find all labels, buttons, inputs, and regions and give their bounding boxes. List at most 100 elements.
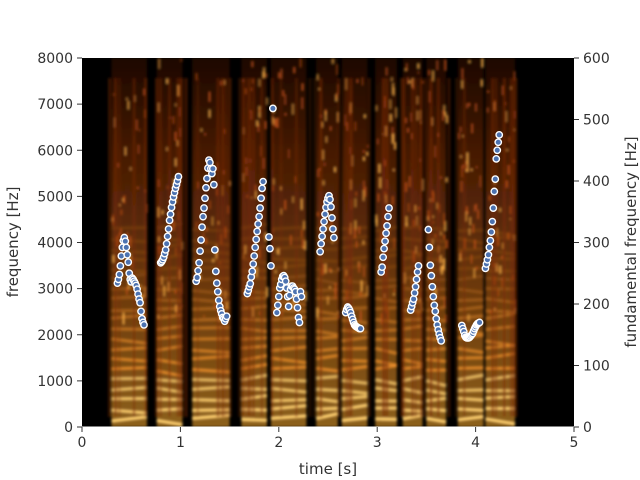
f0-point <box>318 232 326 241</box>
noise-speck <box>174 131 177 141</box>
noise-speck <box>461 68 464 80</box>
noise-speck <box>360 280 363 292</box>
y-left-tick-label: 3000 <box>37 282 73 298</box>
noise-speck <box>284 112 287 116</box>
noise-speck <box>445 239 448 249</box>
noise-speck <box>138 129 141 132</box>
noise-speck <box>497 236 500 247</box>
noise-speck <box>443 234 446 240</box>
noise-speck <box>362 240 365 245</box>
noise-speck <box>120 245 123 257</box>
noise-speck <box>499 207 502 212</box>
noise-speck <box>376 138 379 145</box>
f0-point <box>213 287 222 296</box>
noise-speck <box>406 77 409 85</box>
noise-column <box>514 78 518 417</box>
noise-column <box>462 78 466 417</box>
harmonic <box>457 346 484 355</box>
f0-point <box>259 177 267 186</box>
harmonic <box>111 385 148 392</box>
noise-speck <box>467 314 470 322</box>
noise-speck <box>460 180 463 192</box>
noise-speck <box>284 94 287 105</box>
x-tick-label: 3 <box>373 435 382 451</box>
noise-speck <box>391 126 394 137</box>
noise-speck <box>444 221 447 231</box>
noise-column <box>423 78 427 417</box>
f0-point <box>384 212 392 221</box>
noise-column <box>113 78 117 417</box>
noise-speck <box>385 67 388 76</box>
noise-speck <box>250 87 253 92</box>
noise-speck <box>137 144 140 154</box>
noise-speck <box>355 240 358 248</box>
noise-speck <box>335 94 338 102</box>
x-tick-label: 1 <box>176 435 185 451</box>
noise-speck <box>174 103 177 107</box>
f0-point <box>214 296 223 305</box>
y-left-tick-label: 8000 <box>37 51 73 67</box>
f0-point <box>437 336 446 345</box>
noise-speck <box>318 87 321 91</box>
noise-speck <box>486 107 489 113</box>
noise-column <box>402 78 406 417</box>
noise-speck <box>444 59 447 71</box>
noise-speck <box>468 102 471 107</box>
harmonic <box>270 365 307 371</box>
noise-speck <box>323 162 326 167</box>
y-axis-left-label: frequency [Hz] <box>4 187 22 298</box>
noise-speck <box>244 88 247 95</box>
noise-speck <box>299 58 302 68</box>
noise-speck <box>358 226 361 235</box>
f0-point <box>284 302 293 311</box>
harmonic <box>457 236 484 245</box>
noise-speck <box>468 60 471 63</box>
f0-point <box>258 184 266 193</box>
noise-speck <box>316 307 319 318</box>
noise-speck <box>174 247 177 256</box>
f0-point <box>203 174 211 183</box>
noise-speck <box>293 67 296 74</box>
noise-speck <box>131 257 134 269</box>
f0-point <box>251 243 260 252</box>
f0-point <box>432 314 441 323</box>
noise-speck <box>466 211 469 215</box>
noise-speck <box>251 61 254 68</box>
f0-point <box>320 217 328 226</box>
f0-point <box>475 318 484 327</box>
noise-speck <box>475 203 478 210</box>
noise-column <box>178 78 182 417</box>
noise-speck <box>316 74 319 81</box>
f0-point <box>210 245 219 254</box>
f0-point <box>490 187 499 196</box>
noise-speck <box>434 233 437 238</box>
f0-point <box>327 202 335 211</box>
f0-point <box>382 229 390 238</box>
noise-speck <box>136 186 139 190</box>
f0-point <box>378 263 387 271</box>
noise-column <box>349 78 353 417</box>
f0-point <box>293 303 302 312</box>
noise-speck <box>125 287 128 295</box>
f0-point <box>174 172 183 181</box>
noise-speck <box>470 168 473 172</box>
harmonic <box>457 298 484 303</box>
noise-column <box>184 78 188 417</box>
noise-speck <box>157 207 160 218</box>
f0-point <box>266 244 274 253</box>
f0-point <box>414 261 423 270</box>
noise-column <box>337 78 341 417</box>
harmonic <box>111 226 147 230</box>
noise-speck <box>325 136 328 143</box>
noise-speck <box>428 69 431 76</box>
noise-column <box>224 78 228 417</box>
noise-column <box>132 78 136 417</box>
f0-point <box>198 223 206 232</box>
f0-point <box>489 204 498 212</box>
noise-speck <box>208 109 211 118</box>
noise-speck <box>301 83 304 91</box>
harmonic <box>111 408 148 415</box>
noise-column <box>248 78 252 417</box>
f0-point <box>328 213 336 222</box>
noise-speck <box>497 289 500 297</box>
